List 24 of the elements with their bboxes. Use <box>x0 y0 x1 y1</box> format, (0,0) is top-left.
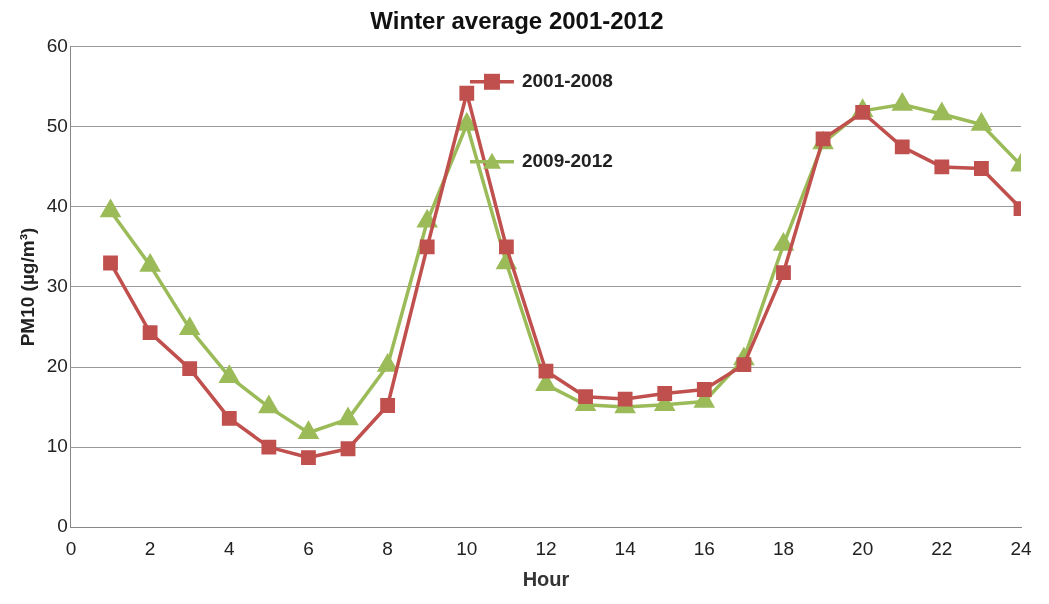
legend-label: 2001-2008 <box>521 70 613 92</box>
y-tick-label: 60 <box>46 35 68 57</box>
y-tick-label: 10 <box>46 435 68 457</box>
x-tick-label: 2 <box>144 537 156 559</box>
chart-title: Winter average 2001-2012 <box>370 7 664 35</box>
x-tick-label: 4 <box>223 537 235 559</box>
x-tick-label: 12 <box>535 537 557 559</box>
y-tick-label: 50 <box>46 115 68 137</box>
x-tick-label: 16 <box>693 537 715 559</box>
y-tick-label: 30 <box>46 275 68 297</box>
x-tick-label: 14 <box>614 537 637 559</box>
x-tick-label: 20 <box>852 537 874 559</box>
x-tick-label: 6 <box>303 537 314 559</box>
x-tick-label: 18 <box>772 537 795 559</box>
legend-label: 2009-2012 <box>521 150 613 172</box>
x-tick-label: 8 <box>382 537 393 559</box>
x-tick-label: 10 <box>456 537 478 559</box>
x-axis-title: Hour <box>522 567 570 590</box>
x-tick-label: 24 <box>1010 537 1032 559</box>
y-tick-label: 20 <box>46 355 68 377</box>
x-tick-label: 22 <box>931 537 953 559</box>
y-tick-label: 0 <box>57 515 68 537</box>
y-tick-label: 40 <box>46 195 68 217</box>
y-axis-title: PM10 (µg/m³) <box>16 227 38 347</box>
